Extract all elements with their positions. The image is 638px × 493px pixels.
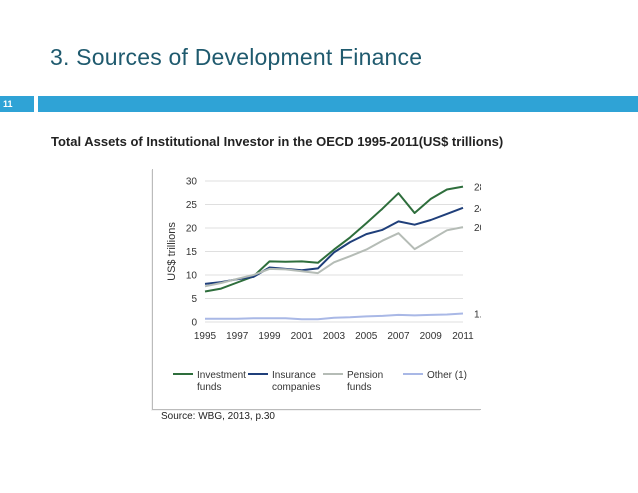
legend-label: Other (1) xyxy=(427,370,467,381)
legend-label: funds xyxy=(347,382,371,393)
legend-label: Pension xyxy=(347,370,383,381)
chart-subtitle: Total Assets of Institutional Investor i… xyxy=(51,134,504,149)
y-tick-label: 10 xyxy=(186,271,198,282)
slide-number-bar xyxy=(0,96,34,112)
y-tick-label: 20 xyxy=(186,224,198,235)
y-tick-label: 25 xyxy=(186,200,198,211)
y-axis-label: US$ trillions xyxy=(166,222,178,281)
x-tick-label: 2011 xyxy=(452,331,474,342)
y-tick-label: 15 xyxy=(186,247,198,258)
x-tick-label: 2005 xyxy=(355,331,378,342)
legend-label: funds xyxy=(197,382,221,393)
slide-number: 11 xyxy=(3,99,13,109)
series-line-other-1 xyxy=(205,312,464,321)
line-chart: 0 5 10 15 20 25 30 US$ trillions 1995 1997 1999 200… xyxy=(166,177,481,394)
y-tick-label: 0 xyxy=(191,318,197,329)
x-tick-label: 2003 xyxy=(323,331,346,342)
x-tick-label: 2007 xyxy=(387,331,410,342)
y-tick-label: 30 xyxy=(186,177,198,188)
chart-container: 0 5 10 15 20 25 30 US$ trillions 1995 1997 1999 200… xyxy=(152,169,481,410)
legend-label: companies xyxy=(272,382,320,393)
title-divider xyxy=(38,96,638,112)
x-tick-label: 2009 xyxy=(420,331,443,342)
end-value-label: 28.8 xyxy=(474,183,481,194)
slide-title: 3. Sources of Development Finance xyxy=(50,44,423,70)
x-tick-label: 1997 xyxy=(226,331,249,342)
legend-label: Insurance xyxy=(272,370,316,381)
series-line-pension-funds xyxy=(204,226,464,288)
legend-label: Investment xyxy=(197,370,246,381)
x-tick-label: 2001 xyxy=(291,331,314,342)
x-tick-label: 1995 xyxy=(194,331,217,342)
series-line-investment-funds xyxy=(204,185,464,293)
y-tick-label: 5 xyxy=(191,294,197,305)
source-note: Source: WBG, 2013, p.30 xyxy=(161,411,275,422)
series-line-insurance-companies xyxy=(204,206,464,285)
end-value-label: 1.8 xyxy=(474,310,481,321)
x-tick-label: 1999 xyxy=(258,331,281,342)
end-value-label: 20.2 xyxy=(474,223,481,234)
end-value-label: 24.3 xyxy=(474,204,481,215)
